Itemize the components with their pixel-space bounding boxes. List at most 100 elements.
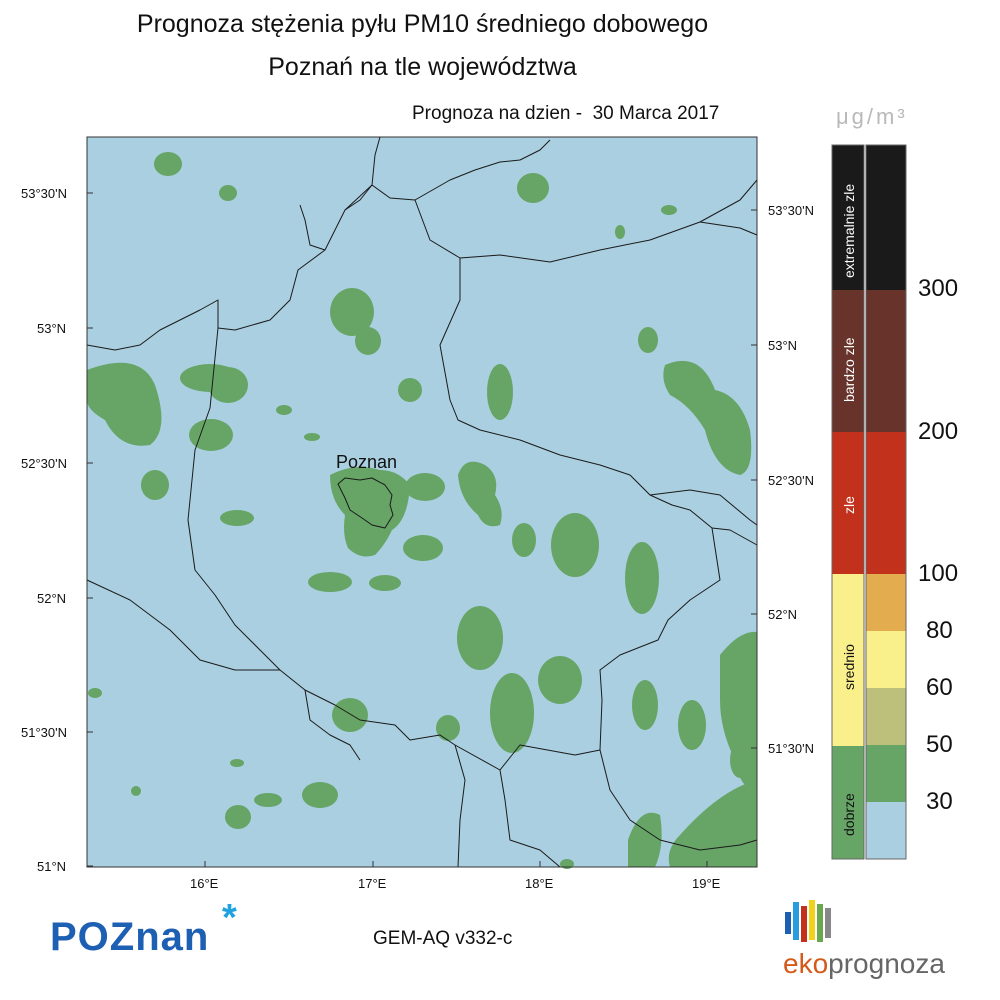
patch xyxy=(330,466,410,557)
poznan-city-border xyxy=(337,477,394,529)
patch xyxy=(302,782,338,808)
category-label: zle xyxy=(841,496,857,514)
patch xyxy=(276,405,292,415)
outer-border xyxy=(711,527,758,546)
category-label: dobrze xyxy=(841,793,857,836)
lon-label: 17°E xyxy=(358,876,387,891)
patch xyxy=(538,656,582,704)
level-100-200 xyxy=(866,432,906,574)
patch xyxy=(88,688,102,698)
threshold-label: 60 xyxy=(926,674,953,701)
voivodeship-border xyxy=(187,184,721,771)
patch xyxy=(154,152,182,176)
patch xyxy=(632,680,658,730)
patch xyxy=(458,461,502,527)
outer-border xyxy=(304,689,361,761)
patch xyxy=(330,288,374,336)
threshold-label: 80 xyxy=(926,617,953,644)
model-name: GEM-AQ v332-c xyxy=(373,928,513,949)
patch xyxy=(254,793,282,807)
level-50-60 xyxy=(866,688,906,745)
outer-border xyxy=(699,221,758,236)
level-0-30 xyxy=(866,802,906,859)
lat-label: 52°30'N xyxy=(768,473,814,488)
patch xyxy=(457,606,503,670)
category-label: bardzo zle xyxy=(841,337,857,402)
patch xyxy=(661,205,677,215)
map-title: Prognoza stężenia pyłu PM10 średniego do… xyxy=(136,10,709,38)
patch xyxy=(332,698,368,732)
lon-label: 18°E xyxy=(525,876,554,891)
outer-border xyxy=(459,179,758,263)
lat-label: 53°30'N xyxy=(21,186,67,201)
threshold-label: 100 xyxy=(918,560,959,587)
patch xyxy=(487,364,513,420)
map-frame xyxy=(86,136,758,868)
outer-border xyxy=(86,299,219,351)
patch xyxy=(405,473,445,501)
patch xyxy=(220,510,254,526)
level-60-80 xyxy=(866,631,906,688)
city-label: Poznan xyxy=(336,452,397,472)
patch xyxy=(355,327,381,355)
ticks xyxy=(87,192,757,867)
lon-label: 19°E xyxy=(692,876,721,891)
patch xyxy=(304,433,320,441)
patch xyxy=(615,225,625,239)
category-label: extremalnie zle xyxy=(841,184,857,278)
outer-border xyxy=(649,489,758,526)
level-200-300 xyxy=(866,290,906,432)
category-dobrze xyxy=(832,746,864,859)
lat-label: 52°30'N xyxy=(21,456,67,471)
patch xyxy=(490,673,534,753)
patch xyxy=(189,419,233,451)
outer-border xyxy=(499,769,561,868)
lat-label: 51°30'N xyxy=(21,725,67,740)
patch xyxy=(678,700,706,750)
lat-label: 52°N xyxy=(768,607,797,622)
patch xyxy=(308,572,352,592)
value-bar-frame xyxy=(865,144,907,860)
patch xyxy=(517,173,549,203)
patch xyxy=(87,362,162,446)
lat-label: 53°N xyxy=(768,338,797,353)
patch xyxy=(369,575,401,591)
category-srednio xyxy=(832,574,864,746)
category-label: srednio xyxy=(841,644,857,690)
patch xyxy=(403,535,443,561)
patch xyxy=(230,759,244,767)
poznan-logo: POZnan xyxy=(50,915,210,959)
lat-label: 51°30'N xyxy=(768,741,814,756)
outer-border xyxy=(414,139,551,201)
level-30-50 xyxy=(866,745,906,802)
patch xyxy=(225,805,251,829)
category-extremalnie-zle xyxy=(832,145,864,290)
forecast-date: Prognoza na dzien - 30 Marca 2017 xyxy=(412,103,720,124)
threshold-label: 200 xyxy=(918,418,959,445)
category-bar-frame xyxy=(831,144,865,860)
map-background xyxy=(87,137,757,867)
asterisk-icon: * xyxy=(222,897,237,939)
patch xyxy=(131,786,141,796)
threshold-label: 300 xyxy=(918,275,959,302)
outer-border xyxy=(344,136,381,211)
lat-label: 53°30'N xyxy=(768,203,814,218)
patch xyxy=(436,715,460,741)
patch xyxy=(219,185,237,201)
ekoprognoza-logo: ekoprognoza xyxy=(783,948,945,979)
level-80-100 xyxy=(866,574,906,631)
patch xyxy=(638,327,658,353)
outer-border xyxy=(299,204,326,251)
outer-border xyxy=(86,579,280,671)
lat-label: 52°N xyxy=(37,591,66,606)
borders xyxy=(86,136,758,868)
patch xyxy=(141,470,169,500)
lat-label: 51°N xyxy=(37,859,66,874)
threshold-label: 30 xyxy=(926,788,953,815)
patch xyxy=(208,367,248,403)
lon-label: 16°E xyxy=(190,876,219,891)
patch xyxy=(663,360,752,475)
map-subtitle: Poznań na tle województwa xyxy=(268,53,577,81)
patch xyxy=(398,378,422,402)
